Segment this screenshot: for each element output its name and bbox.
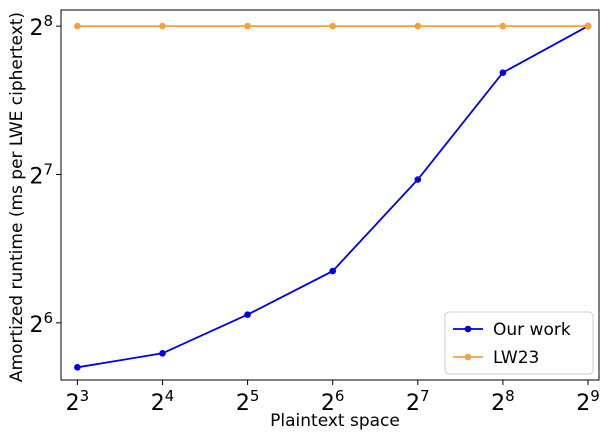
y-tick-label: 27	[29, 160, 53, 189]
series-layer	[74, 22, 592, 371]
data-point-lw23	[74, 22, 81, 30]
x-axis-label: Plaintext space	[270, 411, 400, 431]
data-point-our-work	[329, 267, 336, 275]
legend-marker-our-work	[464, 325, 472, 333]
data-point-lw23	[329, 22, 336, 30]
x-tick-label: 26	[321, 387, 345, 416]
plot-frame	[60, 9, 600, 381]
y-tick-label: 28	[29, 12, 53, 41]
data-point-lw23	[584, 22, 592, 30]
data-point-our-work	[414, 176, 422, 183]
x-tick-label: 27	[406, 387, 430, 416]
data-point-our-work	[159, 350, 166, 357]
legend-box	[444, 311, 594, 375]
y-tick-label: 26	[29, 309, 53, 338]
y-axis-label: Amortized runtime (ms per LWE ciphertext…	[7, 12, 27, 382]
legend-marker-lw23	[464, 353, 472, 361]
data-point-lw23	[499, 22, 507, 30]
data-point-lw23	[414, 22, 422, 30]
x-tick-label: 25	[236, 387, 260, 416]
data-point-our-work	[74, 363, 81, 371]
x-tick-label: 29	[576, 387, 600, 416]
y-axis-ticks: 26 27 28	[29, 12, 61, 338]
data-point-lw23	[244, 22, 251, 30]
x-axis-ticks: 23 24 25 26 27 28 29	[66, 380, 600, 416]
legend-label-lw23: LW23	[493, 348, 539, 368]
data-point-lw23	[159, 22, 166, 30]
x-tick-label: 28	[491, 387, 515, 416]
data-point-our-work	[244, 311, 251, 318]
plot-border	[60, 9, 600, 381]
x-tick-label: 24	[151, 387, 175, 416]
legend-label-our-work: Our work	[493, 320, 571, 340]
x-tick-label: 23	[66, 387, 90, 416]
data-point-our-work	[499, 69, 507, 76]
legend: Our work LW23	[444, 311, 594, 375]
